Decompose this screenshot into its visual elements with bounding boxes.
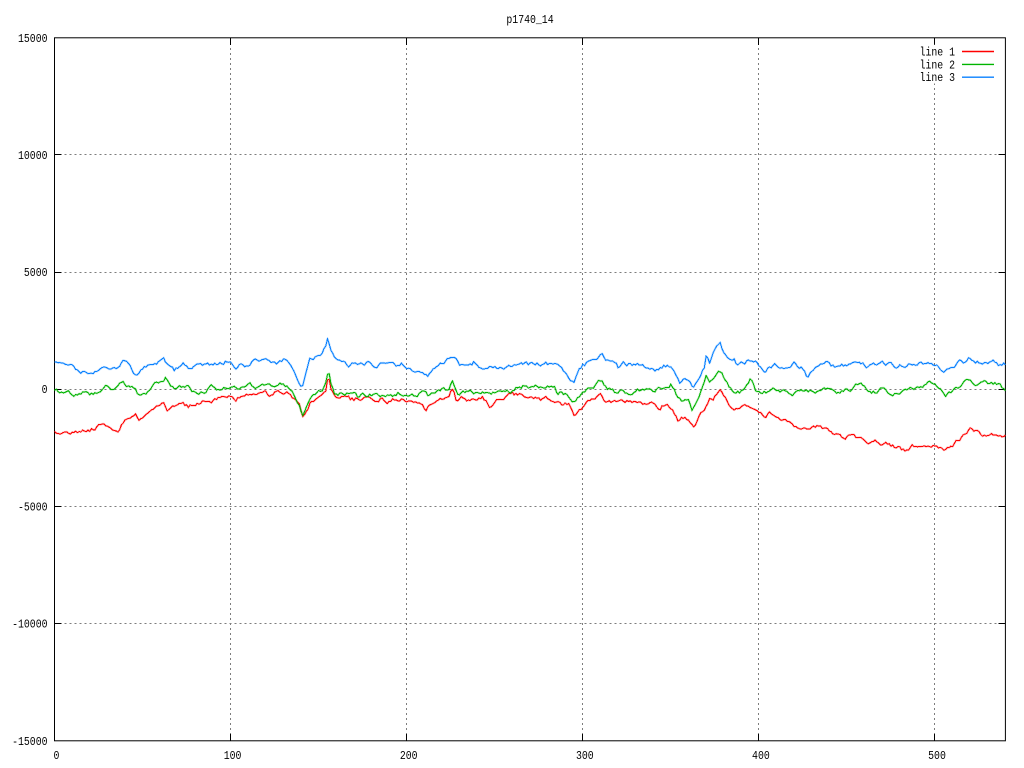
svg-text:-10000: -10000	[12, 618, 47, 632]
svg-text:10000: 10000	[18, 149, 48, 163]
svg-text:-15000: -15000	[12, 735, 47, 749]
svg-text:line 3: line 3	[920, 71, 955, 85]
svg-text:p1740_14: p1740_14	[506, 13, 553, 27]
svg-text:5000: 5000	[24, 266, 48, 280]
svg-text:line 2: line 2	[920, 58, 955, 72]
svg-text:300: 300	[576, 749, 594, 763]
svg-text:0: 0	[54, 749, 60, 763]
svg-text:100: 100	[224, 749, 242, 763]
svg-text:-5000: -5000	[18, 500, 48, 514]
svg-text:15000: 15000	[18, 32, 48, 46]
svg-text:200: 200	[400, 749, 418, 763]
svg-text:500: 500	[928, 749, 946, 763]
svg-text:0: 0	[42, 383, 48, 397]
svg-text:line 1: line 1	[920, 46, 955, 60]
svg-text:400: 400	[752, 749, 770, 763]
